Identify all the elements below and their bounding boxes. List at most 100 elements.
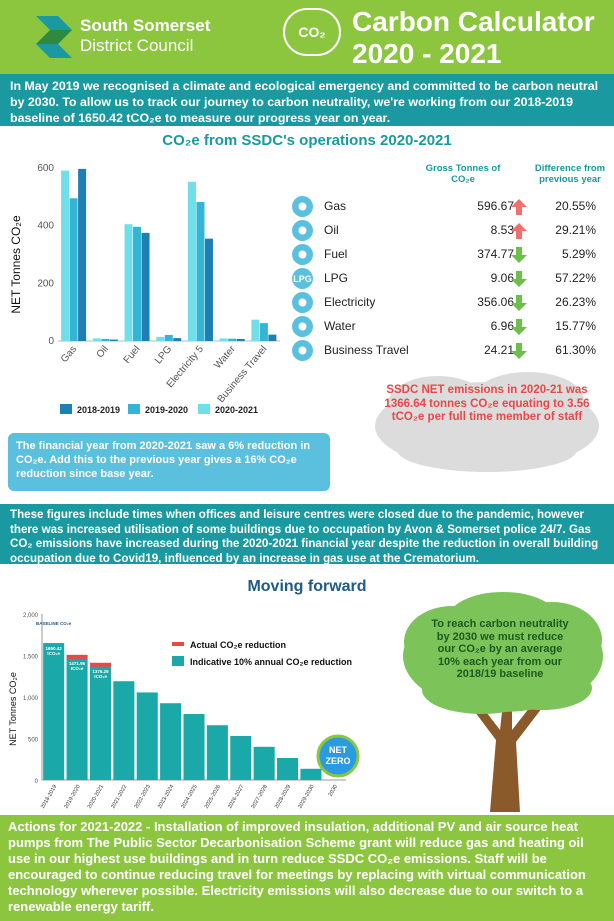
- bar-unit-label: tCO₂e: [71, 666, 84, 671]
- bar-2020-2021: [61, 170, 70, 341]
- page-title: Carbon Calculator: [352, 6, 595, 37]
- x-tick-label: 2027-2028: [251, 784, 269, 810]
- svg-text:NET: NET: [329, 745, 348, 755]
- actual-reduction-bar: [89, 662, 111, 667]
- y-tick-label: 200: [37, 278, 54, 289]
- x-tick-label: 2022-2023: [134, 784, 152, 810]
- forecast-bar: [183, 714, 205, 780]
- forecast-bar: [136, 692, 158, 780]
- tree-icon: [403, 592, 603, 812]
- table-row: Business Travel 24.21 61.30%: [292, 340, 608, 362]
- x-tick-label: 2021-2022: [110, 784, 128, 810]
- x-tick-label: 2019-2020: [63, 784, 81, 810]
- bar-2018-2019: [268, 334, 277, 341]
- forecast-bar: [66, 657, 88, 780]
- bar-2018-2019: [204, 238, 213, 341]
- arrow-down-icon: [511, 247, 527, 263]
- car-icon: [292, 340, 313, 361]
- council-logo-icon: [36, 16, 72, 58]
- actual-reduction-bar: [66, 654, 88, 659]
- forecast-bar: [89, 665, 111, 780]
- difference-value: 20.55%: [555, 199, 596, 213]
- x-tick-label: 2018-2019: [40, 784, 58, 810]
- bar-2019-2020: [69, 198, 78, 341]
- fuel-pump-icon: [292, 244, 313, 265]
- difference-value: 29.21%: [555, 223, 596, 237]
- bar-2020-2021: [251, 319, 260, 341]
- arrow-down-icon: [511, 295, 527, 311]
- y-tick-label: 600: [37, 163, 54, 174]
- legend-label: 2020-2021: [215, 405, 258, 415]
- bar-value-label: 1471.96: [69, 661, 86, 666]
- source-name: LPG: [324, 271, 349, 285]
- legend-label: 2018-2019: [77, 405, 120, 415]
- bar-2018-2019: [78, 168, 87, 341]
- legend-swatch: [172, 656, 184, 666]
- bar-2019-2020: [196, 202, 205, 341]
- reduction-note: The financial year from 2020-2021 saw a …: [8, 433, 330, 491]
- council-name: South Somerset: [80, 16, 211, 35]
- bar-2020-2021: [92, 338, 101, 341]
- bar-2020-2021: [124, 224, 133, 341]
- bar-unit-label: tCO₂e: [94, 674, 107, 679]
- source-name: Oil: [324, 223, 339, 237]
- bar-2018-2019: [109, 339, 118, 341]
- arrow-down-icon: [511, 343, 527, 359]
- gross-tonnes-header: Gross Tonnes of CO₂e: [425, 163, 501, 185]
- y-tick-label: 1,000: [23, 696, 39, 702]
- x-tick-label: LPG: [153, 344, 174, 367]
- difference-value: 5.29%: [561, 247, 596, 261]
- bar-2018-2019: [236, 338, 245, 341]
- bar-2020-2021: [187, 181, 196, 341]
- gross-tonnes-value: 356.06: [477, 295, 514, 309]
- table-row: Water 6.96 15.77%: [292, 316, 608, 338]
- source-name: Electricity: [324, 295, 376, 309]
- source-name: Gas: [324, 199, 347, 213]
- forecast-bar: [253, 746, 275, 780]
- bar-value-label: 1376.29: [92, 669, 109, 674]
- table-row: Oil 8.53 29.21%: [292, 220, 608, 242]
- table-row: Fuel 374.77 5.29%: [292, 244, 608, 266]
- net-emissions-text: SSDC NET emissions in 2020-21 was 1366.6…: [384, 384, 590, 423]
- y-tick-label: 400: [37, 221, 54, 232]
- difference-value: 15.77%: [555, 319, 596, 333]
- legend-swatch: [128, 404, 140, 414]
- forecast-bar: [113, 681, 135, 780]
- gross-tonnes-value: 596.67: [477, 199, 514, 213]
- y-tick-label: 1,500: [23, 655, 39, 661]
- source-name: Fuel: [324, 247, 348, 261]
- legend-label: Indicative 10% annual CO₂e reduction: [190, 657, 352, 667]
- y-tick-label: 2,000: [23, 613, 39, 619]
- lpg-icon: LPG: [292, 268, 313, 289]
- bar-2019-2020: [133, 226, 142, 341]
- x-tick-label: Water: [212, 343, 238, 371]
- water-drops-icon: [292, 316, 313, 337]
- intro-text: In May 2019 we recognised a climate and …: [0, 74, 614, 126]
- bar-2020-2021: [156, 336, 165, 341]
- y-tick-label: 0: [35, 779, 39, 785]
- tree-target-text: To reach carbon neutrality by 2030 we mu…: [431, 618, 569, 680]
- bar-2019-2020: [228, 338, 237, 341]
- y-tick-label: 500: [28, 738, 39, 744]
- y-tick-label: 0: [48, 336, 54, 347]
- forecast-bar: [160, 703, 182, 780]
- bar-2018-2019: [141, 232, 150, 341]
- legend-swatch: [60, 404, 72, 414]
- forecast-bar: [230, 736, 252, 780]
- difference-value: 57.22%: [555, 271, 596, 285]
- svg-text:ZERO: ZERO: [325, 756, 350, 766]
- y-axis-label: NET Tonnes CO₂e: [9, 215, 23, 314]
- forecast-bar: [300, 768, 322, 780]
- legend-label: Actual CO₂e reduction: [190, 640, 286, 650]
- bar-2019-2020: [164, 334, 173, 341]
- x-tick-label: 2026-2027: [227, 784, 245, 810]
- forecast-bar-chart: 0 500 1,000 1,500 2,000 NET Tonnes CO₂e 2018-2…: [8, 613, 360, 810]
- x-tick-label: 2023-2024: [157, 784, 175, 810]
- bar-2020-2021: [219, 338, 228, 341]
- table-row: Gas 596.67 20.55%: [292, 196, 608, 218]
- legend-label: 2019-2020: [145, 405, 188, 415]
- difference-header: Difference from previous year: [534, 163, 606, 185]
- legend-swatch: [172, 642, 184, 646]
